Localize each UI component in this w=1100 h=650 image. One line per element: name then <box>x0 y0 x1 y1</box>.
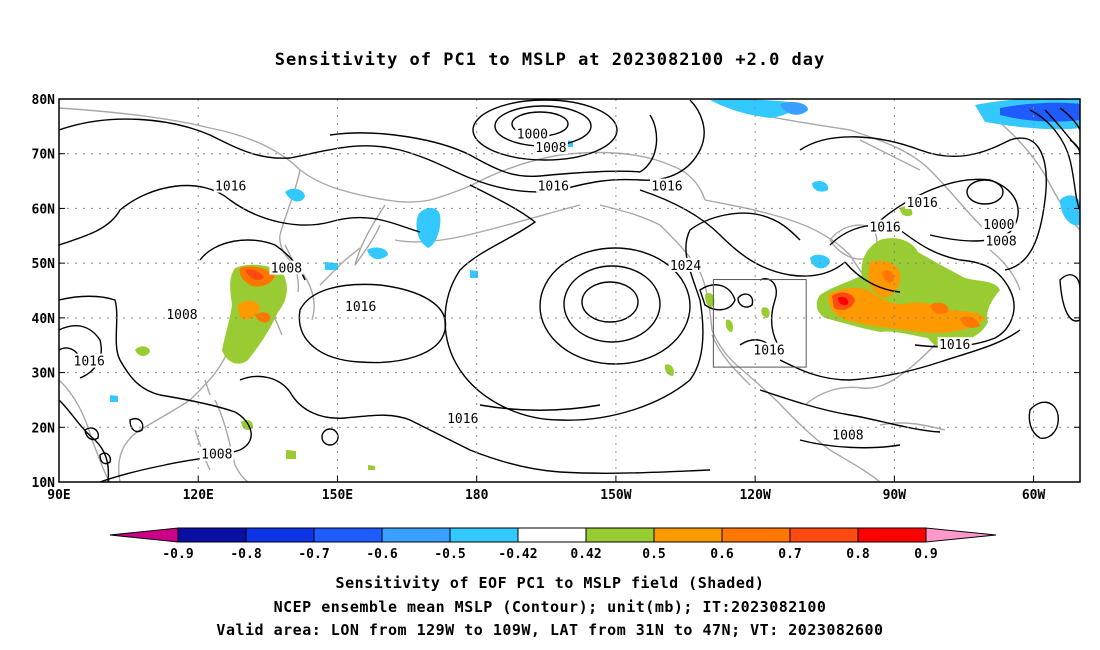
contour-label-bg <box>981 216 1016 231</box>
contour-label: 1008 <box>535 141 566 156</box>
colorbar-label: 0.7 <box>778 547 801 562</box>
lat-axis: 80N 70N 60N 50N 40N 30N 20N 10N <box>32 93 1080 491</box>
contour-label-bg <box>868 219 903 234</box>
lon-axis: 90E 120E 150E 180 150W 120W 90W 60W <box>47 476 1046 503</box>
colorbar-label: 0.8 <box>846 547 870 562</box>
caption-line-2: NCEP ensemble mean MSLP (Contour); unit(… <box>273 598 827 616</box>
lat-tick-label: 10N <box>32 476 56 491</box>
colorbar-label: 0.6 <box>710 547 734 562</box>
contour-label-bg <box>164 307 199 322</box>
lon-tick-label: 120W <box>739 488 770 503</box>
contour-label: 1000 <box>983 218 1014 233</box>
colorbar-label: 0.42 <box>570 547 601 562</box>
colorbar-swatch <box>721 527 791 543</box>
contour-label: 1016 <box>939 338 970 353</box>
colorbar-label: -0.9 <box>162 547 193 562</box>
contour-label-bg <box>752 342 787 357</box>
contour-label: 1000 <box>517 128 548 143</box>
colorbar-label: -0.5 <box>434 547 465 562</box>
valid-area-box <box>712 279 807 368</box>
contour-label-bg <box>668 257 703 272</box>
sensitivity-shading <box>110 99 1080 470</box>
contour-label-bg <box>905 194 940 209</box>
contour-label: 1016 <box>538 180 569 195</box>
lon-tick-label: 120E <box>183 488 214 503</box>
lat-tick-label: 40N <box>32 312 56 327</box>
contour-label: 1016 <box>907 196 938 211</box>
colorbar-swatch <box>653 527 723 543</box>
contour-label-bg <box>984 233 1019 248</box>
contour-label-bg <box>72 353 107 368</box>
caption-line-1: Sensitivity of EOF PC1 to MSLP field (Sh… <box>335 574 765 592</box>
lon-tick-label: 180 <box>465 488 489 503</box>
contour-label: 1008 <box>201 448 232 463</box>
colorbar-swatch <box>857 527 927 543</box>
contour-label: 1016 <box>869 221 900 236</box>
lon-tick-label: 90W <box>883 488 907 503</box>
lat-tick-label: 80N <box>32 93 56 108</box>
lon-tick-label: 90E <box>47 488 70 503</box>
contour-label-bg <box>830 427 865 442</box>
contour-label: 1016 <box>215 180 246 195</box>
colorbar-swatch <box>381 527 451 543</box>
colorbar-label: -0.7 <box>298 547 329 562</box>
colorbar-label: -0.42 <box>498 547 537 562</box>
lat-tick-label: 70N <box>32 148 56 163</box>
colorbar-label: 0.9 <box>914 547 937 562</box>
colorbar-label: -0.6 <box>366 547 397 562</box>
contour-label: 1016 <box>74 355 105 370</box>
colorbar-low-extension <box>109 527 179 543</box>
colorbar-swatch <box>517 527 587 543</box>
contour-label: 1016 <box>753 344 784 359</box>
map-frame <box>58 98 1081 483</box>
colorbar-swatch <box>245 527 315 543</box>
contour-label-bg <box>269 260 304 275</box>
colorbar-swatch <box>789 527 859 543</box>
colorbar-swatch <box>177 527 247 543</box>
lat-tick-label: 20N <box>32 421 56 436</box>
colorbar-high-extension <box>925 527 997 543</box>
contour-label-bg <box>199 446 234 461</box>
contour-label-bg <box>937 337 972 352</box>
contour-label: 1008 <box>985 234 1016 249</box>
colorbar-label: 0.5 <box>642 547 665 562</box>
lat-tick-label: 60N <box>32 202 56 217</box>
colorbar-swatch <box>585 527 655 543</box>
neg-patch-arctic-core <box>1000 102 1080 122</box>
contour-label-bg <box>343 298 378 313</box>
contour-label: 1008 <box>832 428 863 443</box>
caption-line-3: Valid area: LON from 129W to 109W, LAT f… <box>216 621 884 639</box>
colorbar: -0.9 -0.8 -0.7 -0.6 -0.5 -0.42 0.42 0.5 0.6 0.7 0.… <box>109 527 997 562</box>
contour-label-bg <box>536 178 571 193</box>
contour-label-bg <box>213 178 248 193</box>
contour-label: 1016 <box>447 412 478 427</box>
contour-label: 1016 <box>651 180 682 195</box>
lon-tick-label: 150W <box>600 488 631 503</box>
contour-label: 1008 <box>271 262 302 277</box>
colorbar-swatch <box>449 527 519 543</box>
colorbar-label: -0.8 <box>230 547 261 562</box>
contour-label: 1024 <box>670 259 701 274</box>
lat-tick-label: 50N <box>32 257 56 272</box>
colorbar-swatch <box>313 527 383 543</box>
chart-title: Sensitivity of PC1 to MSLP at 2023082100… <box>274 50 826 70</box>
lon-tick-label: 150E <box>322 488 353 503</box>
contour-label-bg <box>445 411 480 426</box>
contour-label: 1016 <box>345 300 376 315</box>
contour-label: 1008 <box>166 308 197 323</box>
contour-label-bg <box>515 126 550 141</box>
contour-label-bg <box>649 178 684 193</box>
lon-tick-label: 60W <box>1022 488 1046 503</box>
lat-tick-label: 30N <box>32 367 56 382</box>
contour-label-bg <box>533 140 568 155</box>
